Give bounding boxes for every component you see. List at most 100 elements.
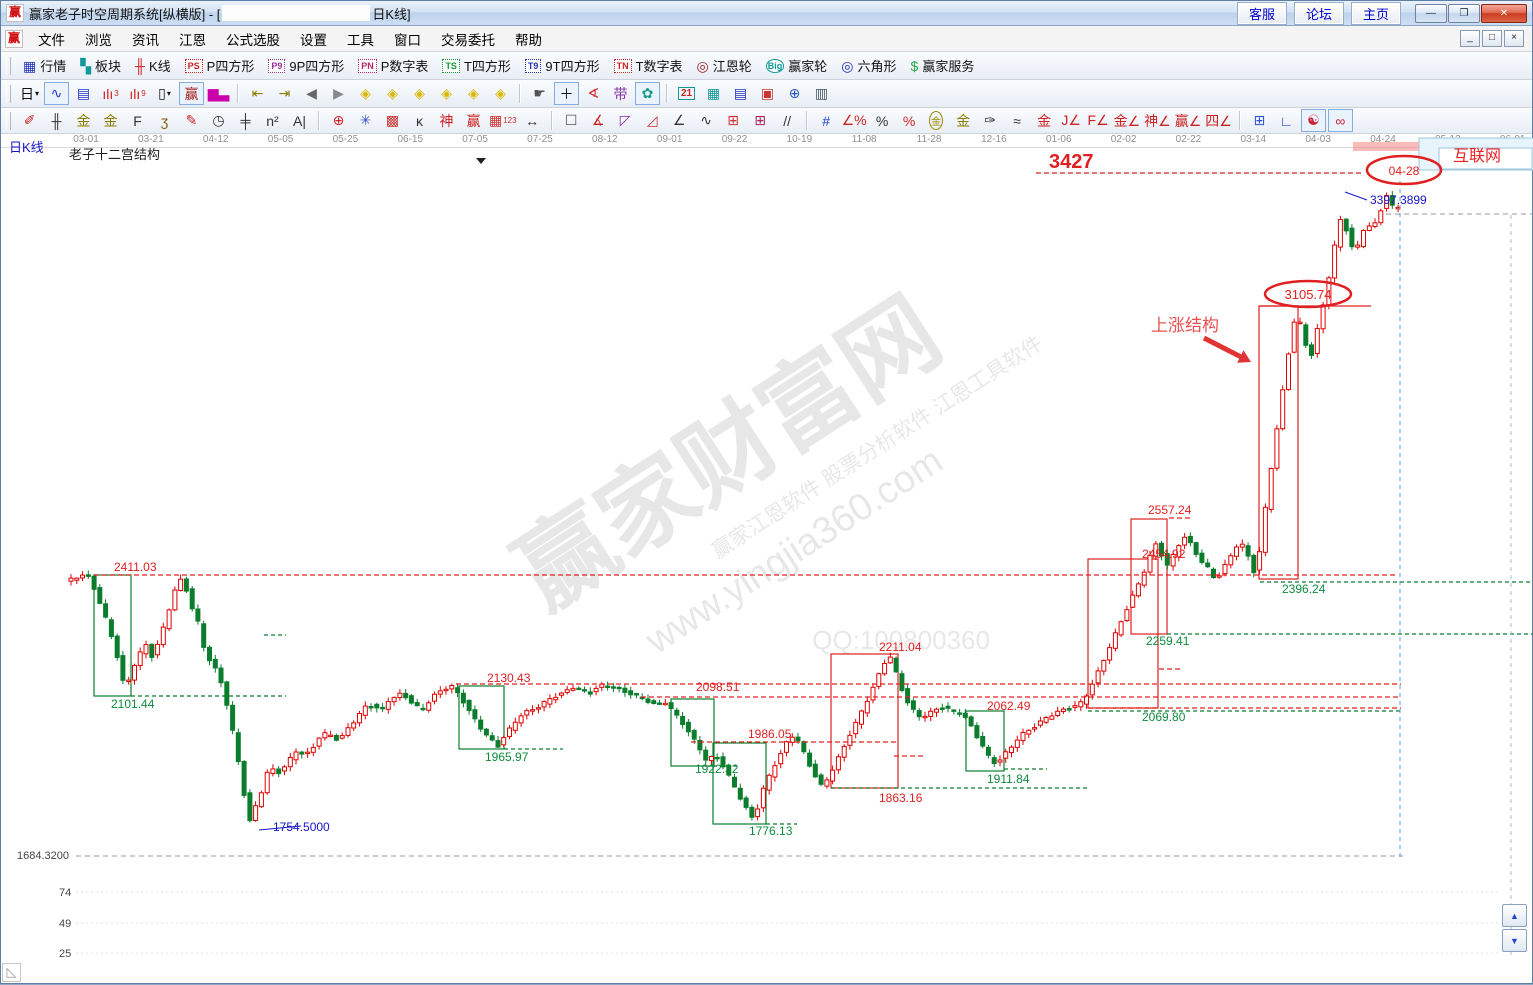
- t-square-button[interactable]: TS T四方形: [435, 54, 517, 77]
- speed-lines-icon[interactable]: ∠: [667, 109, 692, 132]
- hexagon-button[interactable]: ◎ 六角形: [834, 54, 903, 77]
- ribbon-tool-icon[interactable]: 带: [608, 82, 633, 105]
- price-bars-icon[interactable]: #: [814, 109, 839, 132]
- menu-gann[interactable]: 江恩: [179, 32, 206, 48]
- bars-3-icon[interactable]: ılı 3: [98, 82, 123, 105]
- diamond-expand-icon[interactable]: ◈: [407, 82, 432, 105]
- gold-red-icon[interactable]: 金: [1032, 109, 1057, 132]
- last-page-icon[interactable]: ⇥: [272, 82, 297, 105]
- t-digit-table-button[interactable]: TN T数字表: [607, 54, 690, 77]
- menu-tools[interactable]: 工具: [347, 32, 374, 48]
- menu-file[interactable]: 文件: [38, 32, 65, 48]
- gold-angle-icon[interactable]: 金∠: [1113, 109, 1142, 132]
- first-page-icon[interactable]: ⇤: [245, 82, 270, 105]
- grid-123-icon[interactable]: ▦ 123: [488, 109, 518, 132]
- line-density-icon[interactable]: ╫: [44, 109, 69, 132]
- text-tool-icon[interactable]: A|: [287, 109, 312, 132]
- menu-window[interactable]: 窗口: [394, 32, 421, 48]
- calendar-icon[interactable]: 21: [674, 82, 699, 105]
- win-angle-icon[interactable]: 赢∠: [1174, 109, 1203, 132]
- chart-region[interactable]: 03-01 03-21 04-12 05-05 05-25 06-15 07-05 07-25…: [1, 134, 1532, 983]
- support-button[interactable]: 客服: [1236, 1, 1287, 25]
- diamond-center-icon[interactable]: ◈: [488, 82, 513, 105]
- gann-grid2-icon[interactable]: ⊞: [748, 109, 773, 132]
- notepad-icon[interactable]: ▤: [728, 82, 753, 105]
- diamond-cross-icon[interactable]: ◈: [461, 82, 486, 105]
- percent-icon[interactable]: %: [870, 109, 895, 132]
- winner-wheel-button[interactable]: Big 赢家轮: [759, 54, 835, 77]
- star-grid-icon[interactable]: ✳: [353, 109, 378, 132]
- bars-9-icon[interactable]: ılı 9: [125, 82, 150, 105]
- smart-structure-icon[interactable]: ✿: [635, 82, 660, 105]
- angle-percent-icon[interactable]: ∠%: [841, 109, 868, 132]
- 9t-square-button[interactable]: T9 9T四方形: [518, 54, 607, 77]
- diamond-left-icon[interactable]: ◈: [353, 82, 378, 105]
- close-button[interactable]: ✕: [1481, 3, 1527, 23]
- p-digit-table-button[interactable]: PN P数字表: [351, 54, 435, 77]
- infinity-icon[interactable]: ∞: [1327, 109, 1353, 132]
- diamond-right-icon[interactable]: ◈: [380, 82, 405, 105]
- n-square-icon[interactable]: n²: [260, 109, 285, 132]
- sectors-button[interactable]: ▚ 板块: [73, 54, 128, 77]
- mdi-minimize-button[interactable]: _: [1460, 30, 1480, 47]
- gold-ruler2-icon[interactable]: 金: [98, 109, 123, 132]
- home-button[interactable]: 主页: [1350, 1, 1401, 25]
- taiji-icon[interactable]: ☯: [1300, 109, 1326, 132]
- marker-pen-icon[interactable]: ✎: [179, 109, 204, 132]
- resize-grip[interactable]: ◺: [2, 963, 21, 982]
- calculator-icon[interactable]: ▦: [701, 82, 726, 105]
- wave-band-icon[interactable]: ≈: [1005, 109, 1030, 132]
- note-list-icon[interactable]: ▤: [71, 82, 96, 105]
- diamond-shrink-icon[interactable]: ◈: [434, 82, 459, 105]
- period-day-dropdown-icon[interactable]: 日 ▾: [17, 82, 42, 105]
- four-angle-icon[interactable]: 四∠: [1204, 109, 1233, 132]
- chart-scroll-up-button[interactable]: ▲: [1502, 904, 1527, 927]
- quotes-button[interactable]: ▦ 行情: [16, 54, 73, 77]
- brush-icon[interactable]: ✑: [978, 109, 1003, 132]
- cycle-clock-icon[interactable]: ◷: [206, 109, 231, 132]
- restore-button[interactable]: ❐: [1448, 3, 1480, 23]
- minimize-button[interactable]: —: [1415, 3, 1447, 23]
- chart-scroll-down-button[interactable]: ▼: [1502, 929, 1527, 952]
- forum-button[interactable]: 论坛: [1293, 1, 1344, 25]
- wave-structure-icon[interactable]: ∿: [44, 82, 69, 105]
- width-measure-icon[interactable]: ↔: [520, 109, 545, 132]
- p-square-button[interactable]: PS P四方形: [178, 54, 262, 77]
- shen-ruler-icon[interactable]: 神: [434, 109, 459, 132]
- fan-box2-icon[interactable]: ◿: [640, 109, 665, 132]
- gann-wheel-button[interactable]: ◎ 江恩轮: [690, 54, 759, 77]
- menu-news[interactable]: 资讯: [132, 32, 159, 48]
- shen-angle-icon[interactable]: 神∠: [1143, 109, 1172, 132]
- prev-icon[interactable]: ◀: [299, 82, 324, 105]
- 9p-square-button[interactable]: P9 9P四方形: [261, 54, 351, 77]
- trend-chart-icon[interactable]: ∟: [1274, 109, 1299, 132]
- menu-browse[interactable]: 浏览: [85, 32, 112, 48]
- win-ruler-icon[interactable]: 赢: [461, 109, 486, 132]
- menu-formula-stock-pick[interactable]: 公式选股: [226, 32, 280, 48]
- gann-fan-icon[interactable]: ∡: [586, 109, 611, 132]
- candle-dropdown-icon[interactable]: ▯ ▾: [152, 82, 177, 105]
- menu-help[interactable]: 帮助: [515, 32, 542, 48]
- winner-service-button[interactable]: $ 赢家服务: [904, 54, 982, 77]
- hand-tool-icon[interactable]: ☛: [527, 82, 552, 105]
- square-grid-icon[interactable]: ▩: [380, 109, 405, 132]
- circle-cross-icon[interactable]: ⊕: [326, 109, 351, 132]
- gold-ruler-icon[interactable]: 金: [71, 109, 96, 132]
- fan-box-icon[interactable]: ◸: [613, 109, 638, 132]
- k-mark-icon[interactable]: ĸ: [407, 109, 432, 132]
- print-icon[interactable]: ▥: [809, 82, 834, 105]
- angle-measure-icon[interactable]: ∢: [581, 82, 606, 105]
- spiral-icon[interactable]: ʒ: [152, 109, 177, 132]
- save-icon[interactable]: ▣: [755, 82, 780, 105]
- gann-grid-icon[interactable]: ⊞: [721, 109, 746, 132]
- grid-center-icon[interactable]: ⊞: [1247, 109, 1272, 132]
- histogram-icon[interactable]: ▆▃: [206, 82, 231, 105]
- menu-trade-entrust[interactable]: 交易委托: [441, 32, 495, 48]
- win-stamp-icon[interactable]: 赢: [179, 82, 204, 105]
- gold-lines-icon[interactable]: 金: [951, 109, 976, 132]
- menu-settings[interactable]: 设置: [300, 32, 327, 48]
- next-icon[interactable]: ▶: [326, 82, 351, 105]
- j-angle-icon[interactable]: J∠: [1059, 109, 1084, 132]
- slant-lines-icon[interactable]: //: [775, 109, 800, 132]
- mdi-close-button[interactable]: ×: [1504, 30, 1524, 47]
